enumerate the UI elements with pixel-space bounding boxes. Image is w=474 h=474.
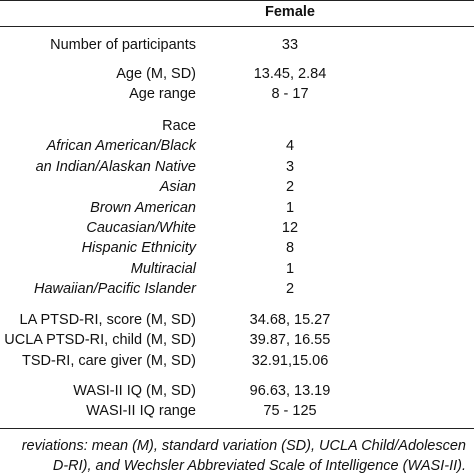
row-label: Caucasian/White xyxy=(86,220,196,236)
row-value: 8 xyxy=(285,240,295,256)
row-label: an Indian/Alaskan Native xyxy=(35,159,196,175)
row-label: Number of participants xyxy=(50,37,196,53)
row-value: 75 - 125 xyxy=(263,403,317,419)
footnote: D-RI), and Wechsler Abbreviated Scale of… xyxy=(52,458,466,474)
top-rule xyxy=(0,0,474,1)
row-value: 32.91,15.06 xyxy=(251,353,329,369)
row-value: 34.68, 15.27 xyxy=(249,312,331,328)
row-label: UCLA PTSD-RI, child (M, SD) xyxy=(4,332,196,348)
row-value: 96.63, 13.19 xyxy=(249,383,331,399)
header-rule xyxy=(0,26,474,27)
row-label: LA PTSD-RI, score (M, SD) xyxy=(19,312,196,328)
row-label: Asian xyxy=(159,179,196,195)
row-label: Hawaiian/Pacific Islander xyxy=(34,281,196,297)
column-header: Female xyxy=(265,4,315,20)
row-value: 1 xyxy=(285,200,295,216)
row-value: 8 - 17 xyxy=(271,86,309,102)
bottom-rule xyxy=(0,428,474,429)
row-label: African American/Black xyxy=(46,138,196,154)
row-label: Multiracial xyxy=(130,261,196,277)
row-label: WASI-II IQ (M, SD) xyxy=(73,383,196,399)
row-label: Race xyxy=(162,118,196,134)
row-value: 1 xyxy=(285,261,295,277)
row-value: 33 xyxy=(281,37,299,53)
row-label: Hispanic Ethnicity xyxy=(81,240,196,256)
row-label: Age (M, SD) xyxy=(116,66,196,82)
row-label: WASI-II IQ range xyxy=(86,403,196,419)
row-value: 2 xyxy=(285,281,295,297)
footnote: reviations: mean (M), standard variation… xyxy=(21,438,466,454)
row-label: TSD-RI, care giver (M, SD) xyxy=(21,353,196,369)
row-value: 2 xyxy=(285,179,295,195)
row-value: 39.87, 16.55 xyxy=(249,332,331,348)
row-value: 3 xyxy=(285,159,295,175)
row-label: Age range xyxy=(129,86,196,102)
row-value: 13.45, 2.84 xyxy=(253,66,327,82)
row-label: Brown American xyxy=(90,200,196,216)
row-value: 4 xyxy=(285,138,295,154)
row-value: 12 xyxy=(281,220,299,236)
